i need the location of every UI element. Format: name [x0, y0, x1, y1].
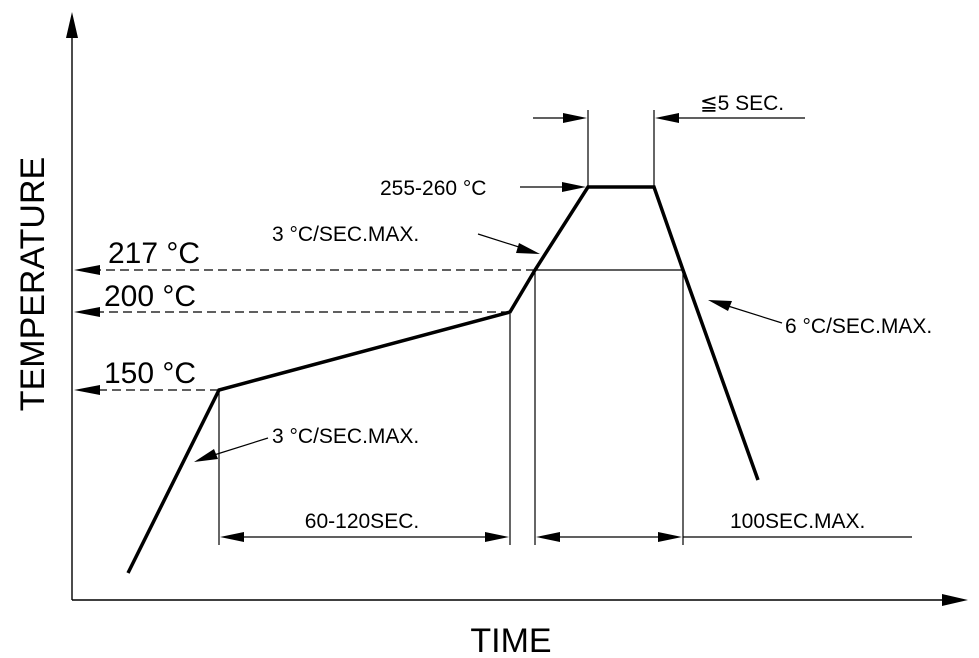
ramp-up-upper-arrowhead [516, 243, 540, 254]
peak-dim-arrow-right [655, 113, 679, 123]
x-axis-label: TIME [470, 622, 551, 658]
ramp-up-lower-leader [213, 437, 269, 456]
y-axis-label: TEMPERATURE [14, 157, 52, 411]
soak-duration-dimension: 60-120SEC. [220, 510, 509, 542]
above-217-arrow-left [536, 532, 560, 542]
above-217-arrow-right [658, 532, 682, 542]
soak-dim-arrow-left [220, 532, 244, 542]
reflow-profile-curve [126, 185, 760, 574]
ramp-up-upper-leader [477, 233, 523, 249]
guide-217-arrowhead [74, 265, 100, 275]
ramp-up-lower-arrowhead [194, 449, 218, 462]
ramp-up-lower-callout: 3 °C/SEC.MAX. [194, 425, 419, 462]
ramp-up-upper-label: 3 °C/SEC.MAX. [272, 223, 419, 246]
peak-temp-callout: 255-260 °C [380, 177, 586, 200]
guide-150-arrowhead [74, 385, 100, 395]
soak-duration-label: 60-120SEC. [305, 510, 419, 533]
y-axis-arrowhead [66, 12, 78, 38]
axes [66, 12, 968, 606]
ramp-down-callout: 6 °C/SEC.MAX. [708, 300, 932, 338]
label-200: 200 °C [104, 280, 196, 313]
guide-200-arrowhead [74, 307, 100, 317]
peak-temp-label: 255-260 °C [380, 177, 486, 200]
peak-duration-dimension: ≦5 SEC. [533, 92, 805, 123]
above-217-dimension: 100SEC.MAX. [536, 510, 912, 542]
ramp-down-leader [727, 305, 783, 324]
ramp-up-lower-label: 3 °C/SEC.MAX. [272, 425, 419, 448]
label-150: 150 °C [104, 357, 196, 390]
above-217-duration-label: 100SEC.MAX. [730, 510, 865, 533]
peak-dim-arrow-left [563, 113, 587, 123]
ramp-down-label: 6 °C/SEC.MAX. [785, 315, 932, 338]
peak-duration-label: ≦5 SEC. [700, 92, 784, 115]
soak-dim-arrow-right [485, 532, 509, 542]
peak-callout-arrowhead [562, 182, 586, 192]
temperature-guides [74, 265, 683, 395]
label-217: 217 °C [108, 237, 200, 270]
x-axis-arrowhead [942, 594, 968, 606]
extension-lines [218, 110, 684, 545]
ramp-up-upper-callout: 3 °C/SEC.MAX. [272, 223, 540, 254]
ramp-down-arrowhead [708, 300, 732, 311]
